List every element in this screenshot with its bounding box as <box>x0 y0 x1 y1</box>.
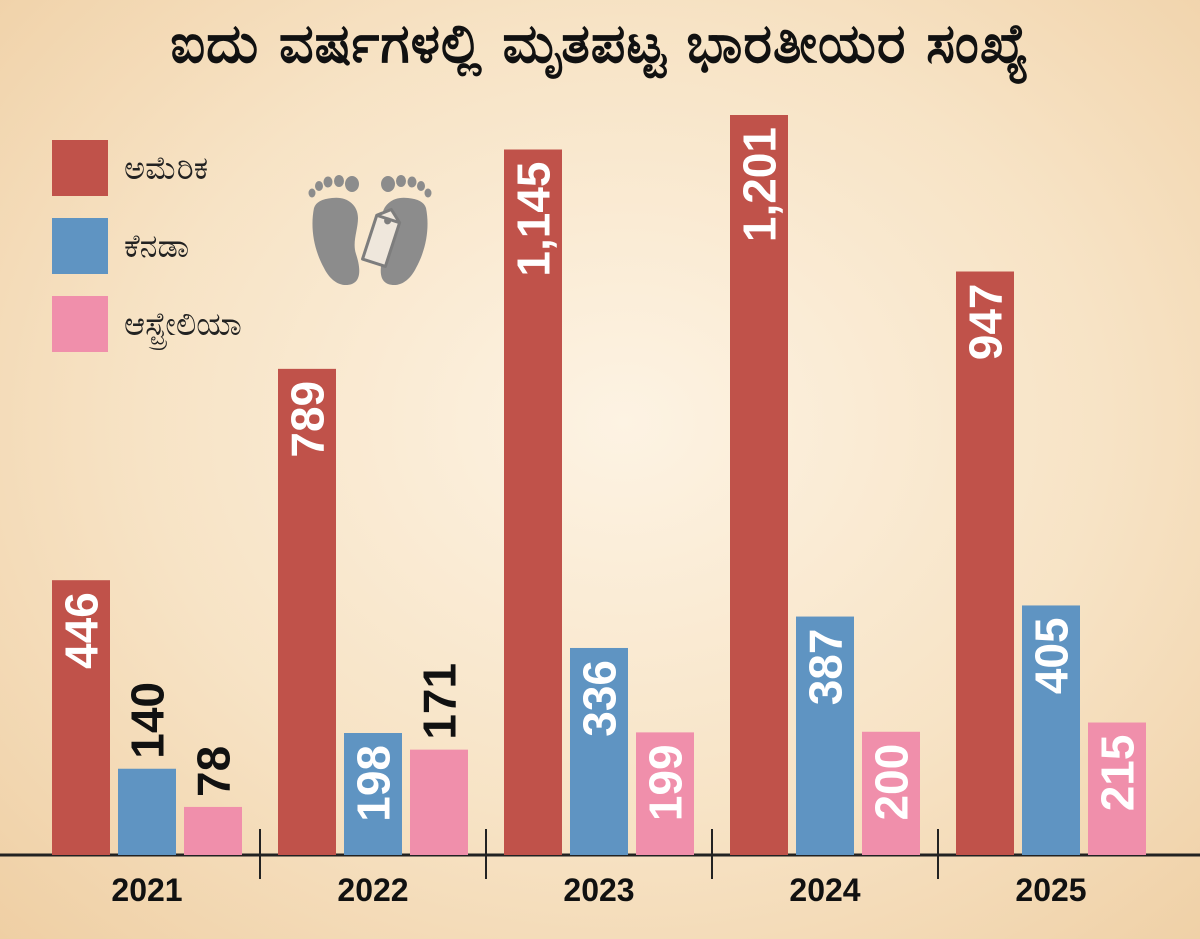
value-label-australia-2024: 200 <box>866 744 918 821</box>
legend-label-canada: ಕೆನಡಾ <box>124 226 190 265</box>
value-label-canada-2025: 405 <box>1026 617 1078 694</box>
value-label-america-2023: 1,145 <box>508 162 560 277</box>
legend: ಅಮೆರಿಕ ಕೆನಡಾ ಆಸ್ಟ್ರೇಲಿಯಾ <box>52 140 242 374</box>
value-label-america-2025: 947 <box>960 284 1012 361</box>
legend-item-australia: ಆಸ್ಟ್ರೇಲಿಯಾ <box>52 296 242 352</box>
bar-canada-2024 <box>796 616 854 855</box>
value-label-canada-2022: 198 <box>348 745 400 822</box>
bar-america-2024 <box>730 115 788 855</box>
value-label-america-2022: 789 <box>282 381 334 458</box>
bar-australia-2025 <box>1088 722 1146 855</box>
legend-item-canada: ಕೆನಡಾ <box>52 218 242 274</box>
bar-canada-2023 <box>570 647 628 855</box>
bar-australia-2022 <box>410 749 468 855</box>
value-label-australia-2021: 78 <box>188 746 240 797</box>
legend-swatch-america <box>52 140 108 196</box>
chart-title: ಐದು ವರ್ಷಗಳಲ್ಲಿ ಮೃತಪಟ್ಟ ಭಾರತೀಯರ ಸಂಖ್ಯೆ <box>170 12 1030 75</box>
legend-item-america: ಅಮೆರಿಕ <box>52 140 242 196</box>
bar-canada-2021 <box>118 768 176 855</box>
x-tick-label-2025: 2025 <box>1015 872 1086 908</box>
feet-with-tag-icon <box>300 168 440 302</box>
bar-america-2022 <box>278 368 336 855</box>
bar-america-2021 <box>52 580 110 855</box>
x-tick-label-2023: 2023 <box>563 872 634 908</box>
legend-label-australia: ಆಸ್ಟ್ರೇಲಿಯಾ <box>124 304 242 343</box>
value-label-america-2024: 1,201 <box>734 127 786 242</box>
value-label-australia-2022: 171 <box>414 663 466 740</box>
bar-australia-2024 <box>862 731 920 855</box>
bar-canada-2022 <box>344 733 402 855</box>
value-label-canada-2023: 336 <box>574 660 626 737</box>
legend-swatch-australia <box>52 296 108 352</box>
value-label-australia-2025: 215 <box>1092 735 1144 812</box>
legend-label-america: ಅಮೆರಿಕ <box>124 148 209 187</box>
x-tick-label-2024: 2024 <box>789 872 860 908</box>
legend-swatch-canada <box>52 218 108 274</box>
bar-canada-2025 <box>1022 605 1080 855</box>
x-tick-label-2021: 2021 <box>111 872 182 908</box>
bar-america-2023 <box>504 149 562 855</box>
bar-australia-2023 <box>636 732 694 855</box>
value-label-australia-2023: 199 <box>640 744 692 821</box>
bar-america-2025 <box>956 271 1014 855</box>
bar-australia-2021 <box>184 806 242 855</box>
x-tick-label-2022: 2022 <box>337 872 408 908</box>
value-label-canada-2021: 140 <box>122 682 174 759</box>
value-label-america-2021: 446 <box>56 592 108 669</box>
value-label-canada-2024: 387 <box>800 629 852 706</box>
